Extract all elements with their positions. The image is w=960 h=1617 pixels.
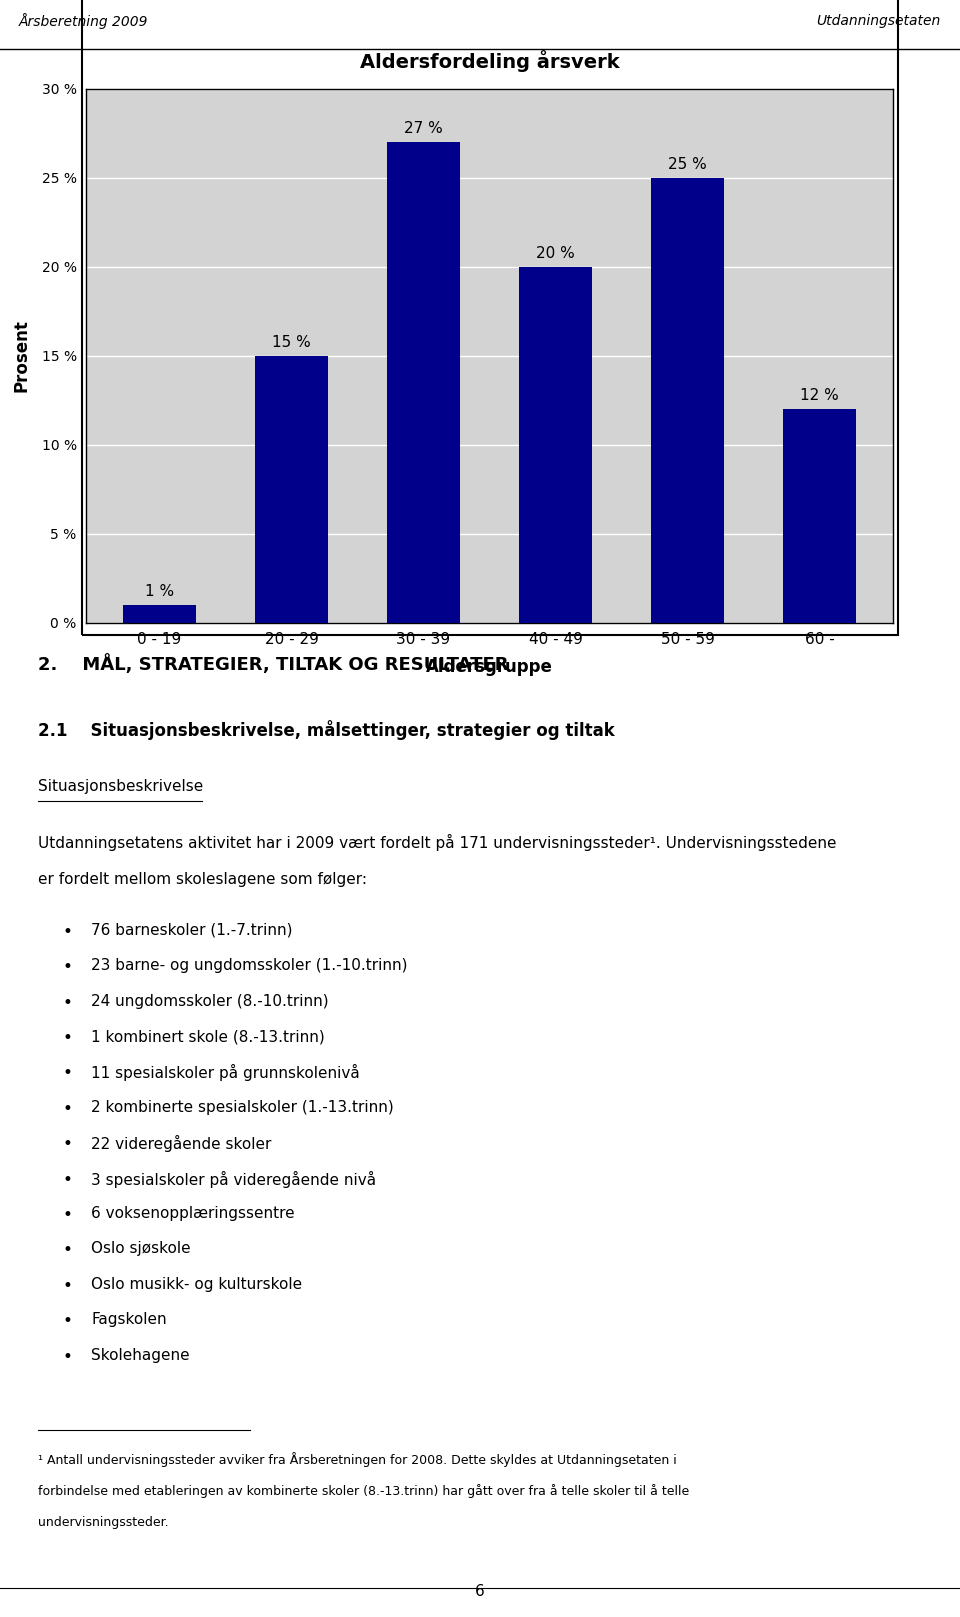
Text: •: • [62, 1171, 72, 1188]
Text: 1 %: 1 % [145, 584, 174, 598]
Text: •: • [62, 1277, 72, 1295]
Text: •: • [62, 1206, 72, 1224]
Text: •: • [62, 1100, 72, 1117]
Y-axis label: Prosent: Prosent [12, 319, 31, 393]
Text: 3 spesialskoler på videregående nivå: 3 spesialskoler på videregående nivå [91, 1171, 376, 1187]
Text: 11 spesialskoler på grunnskolenivå: 11 spesialskoler på grunnskolenivå [91, 1064, 360, 1082]
Text: 20 %: 20 % [537, 246, 575, 260]
Text: Utdanningsetatens aktivitet har i 2009 vært fordelt på 171 undervisningssteder¹.: Utdanningsetatens aktivitet har i 2009 v… [38, 834, 837, 852]
Text: ¹ Antall undervisningssteder avviker fra Årsberetningen for 2008. Dette skyldes : ¹ Antall undervisningssteder avviker fra… [38, 1452, 677, 1467]
Text: Oslo sjøskole: Oslo sjøskole [91, 1242, 191, 1256]
Text: 2.1    Situasjonsbeskrivelse, målsettinger, strategier og tiltak: 2.1 Situasjonsbeskrivelse, målsettinger,… [38, 721, 615, 741]
Text: 6 voksenopplæringssentre: 6 voksenopplæringssentre [91, 1206, 295, 1221]
Text: 22 videregående skoler: 22 videregående skoler [91, 1135, 272, 1153]
Text: •: • [62, 1313, 72, 1331]
Text: 25 %: 25 % [668, 157, 708, 171]
Text: 23 barne- og ungdomsskoler (1.-10.trinn): 23 barne- og ungdomsskoler (1.-10.trinn) [91, 959, 408, 973]
Bar [387, 142, 460, 623]
Text: Oslo musikk- og kulturskole: Oslo musikk- og kulturskole [91, 1277, 302, 1292]
Text: •: • [62, 1064, 72, 1082]
Text: Årsberetning 2009: Årsberetning 2009 [19, 13, 149, 29]
Text: er fordelt mellom skoleslagene som følger:: er fordelt mellom skoleslagene som følge… [38, 872, 368, 886]
Text: Utdanningsetaten: Utdanningsetaten [817, 13, 941, 27]
Text: 24 ungdomsskoler (8.-10.trinn): 24 ungdomsskoler (8.-10.trinn) [91, 994, 329, 1009]
Text: forbindelse med etableringen av kombinerte skoler (8.-13.trinn) har gått over fr: forbindelse med etableringen av kombiner… [38, 1484, 689, 1497]
Bar [652, 178, 724, 623]
Text: undervisningssteder.: undervisningssteder. [38, 1517, 169, 1530]
Text: 2 kombinerte spesialskoler (1.-13.trinn): 2 kombinerte spesialskoler (1.-13.trinn) [91, 1100, 394, 1114]
Text: •: • [62, 923, 72, 941]
Bar [255, 356, 327, 623]
X-axis label: Aldersgruppe: Aldersgruppe [426, 658, 553, 676]
Text: 2.    MÅL, STRATEGIER, TILTAK OG RESULTATER: 2. MÅL, STRATEGIER, TILTAK OG RESULTATER [38, 653, 509, 674]
Text: 27 %: 27 % [404, 121, 443, 136]
Text: 12 %: 12 % [801, 388, 839, 403]
Text: •: • [62, 1028, 72, 1048]
Text: •: • [62, 959, 72, 977]
Text: Skolehagene: Skolehagene [91, 1347, 190, 1363]
Bar [123, 605, 196, 623]
Text: 15 %: 15 % [272, 335, 311, 349]
Text: Fagskolen: Fagskolen [91, 1313, 167, 1328]
Text: 6: 6 [475, 1585, 485, 1599]
Text: •: • [62, 1242, 72, 1260]
Text: 76 barneskoler (1.-7.trinn): 76 barneskoler (1.-7.trinn) [91, 923, 293, 938]
Title: Aldersfordeling årsverk: Aldersfordeling årsverk [360, 50, 619, 73]
Text: •: • [62, 1347, 72, 1366]
Bar [519, 267, 592, 623]
Text: Situasjonsbeskrivelse: Situasjonsbeskrivelse [38, 779, 204, 794]
Text: •: • [62, 1135, 72, 1153]
Text: •: • [62, 994, 72, 1012]
Text: 1 kombinert skole (8.-13.trinn): 1 kombinert skole (8.-13.trinn) [91, 1028, 324, 1045]
Bar [783, 409, 856, 623]
